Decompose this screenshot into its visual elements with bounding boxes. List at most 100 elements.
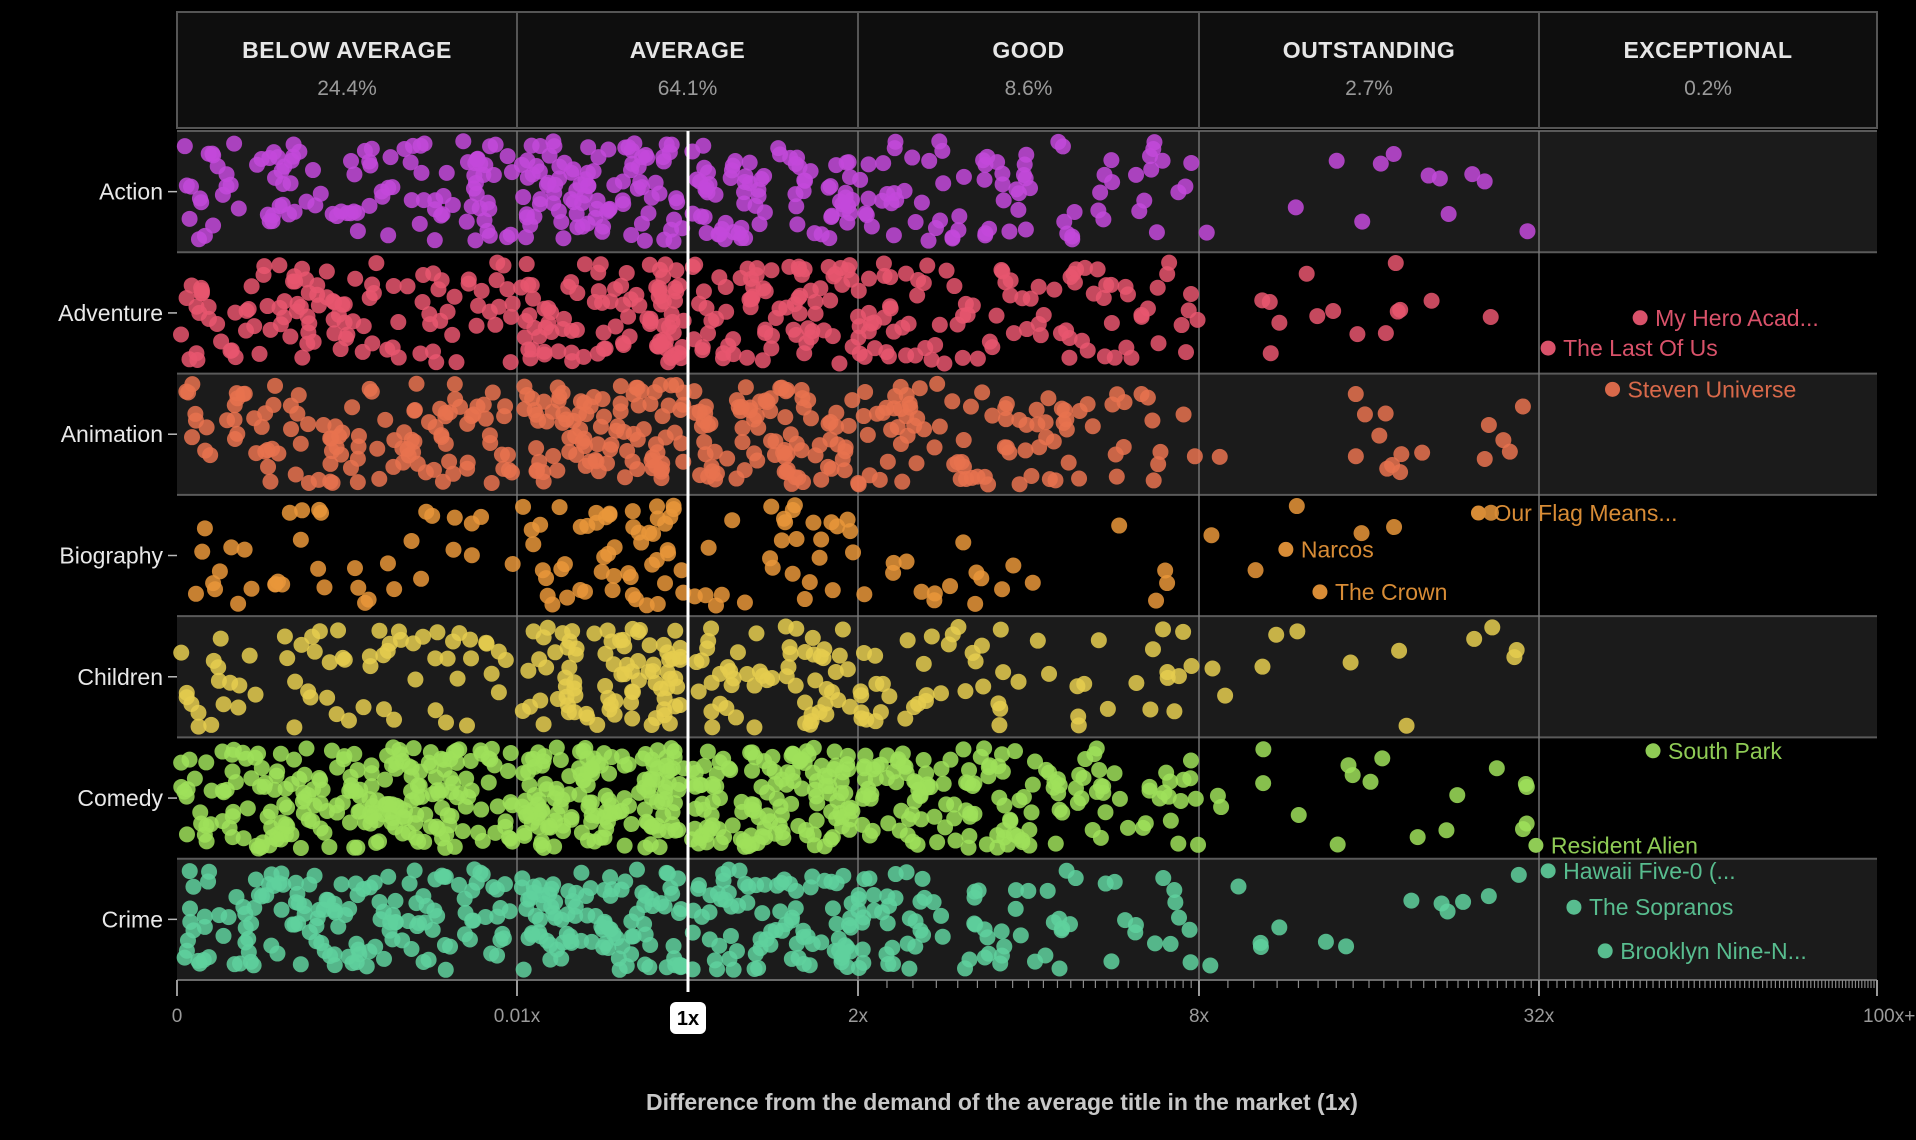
data-point-action [588, 200, 605, 217]
row-background-adventure [177, 252, 1877, 374]
data-point-crime [562, 933, 579, 950]
data-point-crime [333, 876, 350, 893]
data-point-comedy [520, 763, 537, 780]
data-point-comedy [1190, 836, 1207, 853]
data-point-biography [823, 514, 840, 531]
data-point-children [568, 640, 585, 657]
data-point-animation [998, 411, 1015, 428]
data-point-animation [1079, 396, 1096, 413]
data-point-action [482, 138, 499, 155]
data-point-action [756, 204, 773, 221]
data-point-animation [702, 415, 719, 432]
data-point-comedy [603, 749, 620, 766]
data-point-crime [292, 956, 309, 973]
data-point-action [787, 186, 804, 203]
data-point-animation [887, 387, 904, 404]
data-point-comedy [586, 833, 603, 850]
data-point-children [178, 684, 195, 701]
data-point-adventure [875, 309, 892, 326]
data-point-comedy [767, 825, 784, 842]
data-point-comedy [942, 751, 959, 768]
data-point-action [1148, 224, 1165, 241]
data-point-animation [581, 453, 598, 470]
data-point-animation [262, 473, 279, 490]
data-point-animation [749, 452, 766, 469]
data-point-action [499, 148, 516, 165]
data-point-biography [1353, 525, 1370, 542]
data-point-comedy [1488, 760, 1505, 777]
data-point-biography [350, 579, 367, 596]
data-point-animation [741, 402, 758, 419]
data-point-animation [793, 442, 810, 459]
data-point-crime [371, 893, 388, 910]
data-point-comedy [487, 824, 504, 841]
data-point-action [920, 232, 937, 249]
data-point-children [881, 688, 898, 705]
data-point-adventure [954, 349, 971, 366]
data-point-children [780, 659, 797, 676]
x-tick-label: 1x [677, 1008, 699, 1030]
data-point-children [992, 621, 1009, 638]
data-point-action [479, 222, 496, 239]
data-point-children [287, 673, 304, 690]
data-point-biography [811, 549, 828, 566]
data-point-adventure [660, 319, 677, 336]
data-point-crime [1166, 881, 1183, 898]
data-point-crime [456, 890, 473, 907]
data-point-biography [967, 595, 984, 612]
band-percent: 8.6% [1005, 77, 1053, 100]
data-point-crime [1230, 878, 1247, 895]
data-point-children [746, 719, 763, 736]
data-point-comedy [533, 833, 550, 850]
data-point-crime [739, 894, 756, 911]
data-point-children [630, 653, 647, 670]
data-point-adventure [365, 285, 382, 302]
data-point-action [950, 222, 967, 239]
data-point-comedy [1438, 822, 1455, 839]
data-point-adventure [915, 274, 932, 291]
data-point-crime [191, 955, 208, 972]
data-point-animation [813, 471, 830, 488]
data-point-children [818, 680, 835, 697]
data-point-children [392, 631, 409, 648]
data-point-animation [883, 421, 900, 438]
data-point-animation [1107, 446, 1124, 463]
data-point-comedy [1182, 770, 1199, 787]
data-point-crime [1012, 927, 1029, 944]
data-point-adventure [513, 279, 530, 296]
data-point-children [361, 648, 378, 665]
data-point-comedy [1409, 829, 1426, 846]
data-point-adventure [1066, 274, 1083, 291]
data-point-adventure [687, 256, 704, 273]
data-point-comedy [462, 752, 479, 769]
data-point-comedy [841, 811, 858, 828]
data-point-crime [625, 928, 642, 945]
data-point-children [230, 699, 247, 716]
data-point-comedy [286, 751, 303, 768]
data-point-animation [406, 402, 423, 419]
data-point-action [913, 194, 930, 211]
data-point-children [667, 622, 684, 639]
data-point-crime [644, 898, 661, 915]
data-point-adventure [428, 354, 445, 371]
data-point-crime [362, 879, 379, 896]
data-point-adventure [503, 308, 520, 325]
data-point-comedy [561, 768, 578, 785]
data-point-animation [657, 429, 674, 446]
data-point-crime [1182, 954, 1199, 971]
data-point-animation [1045, 433, 1062, 450]
data-point-animation [820, 458, 837, 475]
data-point-comedy [1045, 779, 1062, 796]
annotated-point [1312, 584, 1328, 600]
data-point-animation [1356, 406, 1373, 423]
data-point-crime [513, 879, 530, 896]
data-point-action [643, 189, 660, 206]
data-point-comedy [1182, 752, 1199, 769]
data-point-comedy [805, 826, 822, 843]
annotation-label: Resident Alien [1551, 832, 1698, 858]
data-point-children [566, 674, 583, 691]
data-point-biography [544, 596, 561, 613]
data-point-children [967, 653, 984, 670]
data-point-comedy [880, 815, 897, 832]
